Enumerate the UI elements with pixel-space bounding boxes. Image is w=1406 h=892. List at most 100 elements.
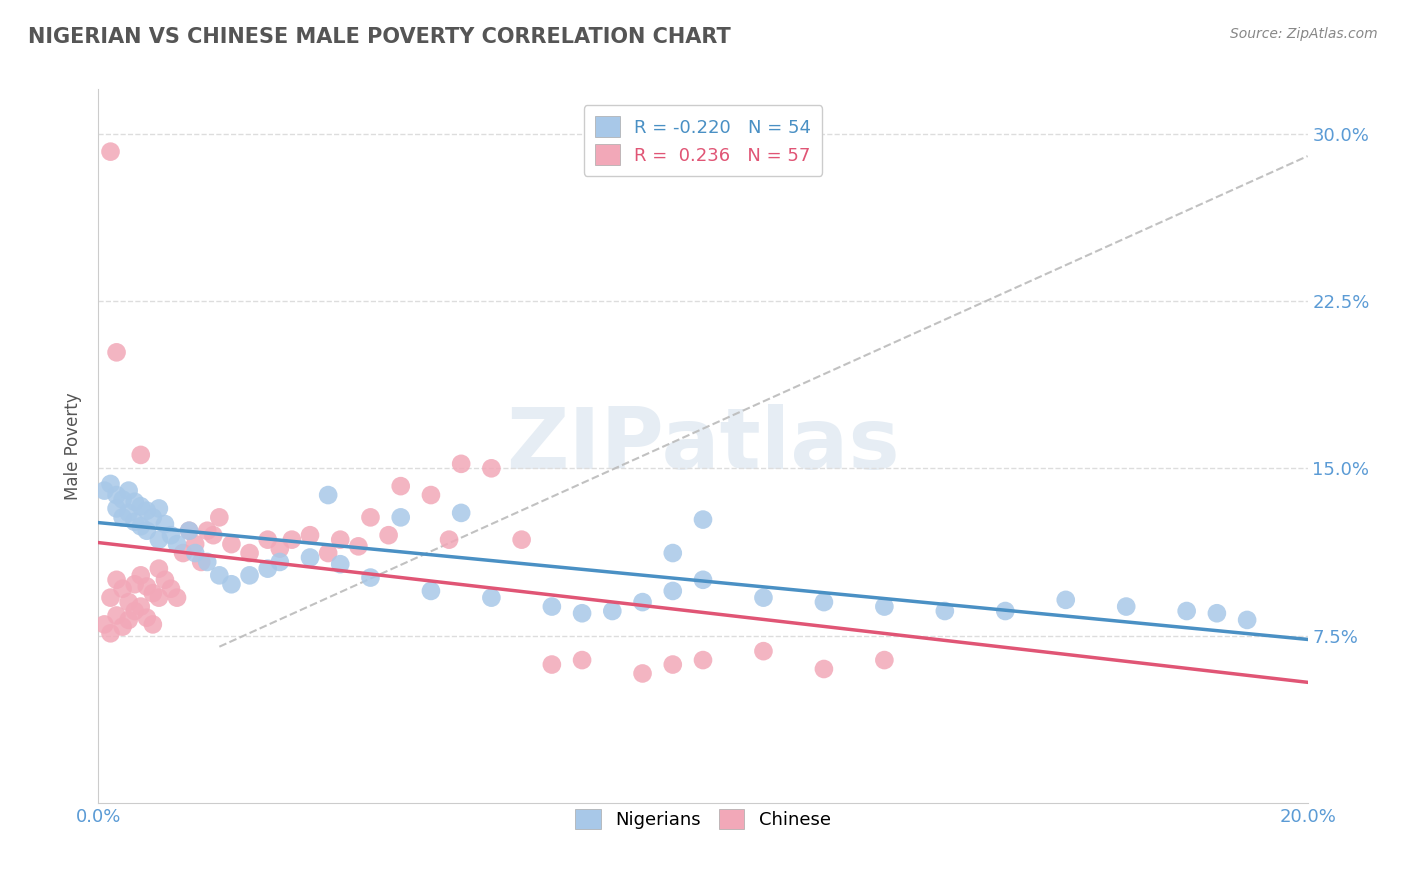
Point bbox=[93, 617, 115, 632]
Point bbox=[481, 461, 503, 475]
Point bbox=[190, 555, 212, 569]
Point bbox=[420, 488, 443, 502]
Point bbox=[239, 568, 262, 582]
Point bbox=[281, 533, 304, 547]
Point bbox=[437, 533, 460, 547]
Point bbox=[602, 604, 624, 618]
Point bbox=[1206, 607, 1229, 621]
Point bbox=[142, 617, 165, 632]
Point bbox=[184, 546, 207, 560]
Point bbox=[450, 457, 472, 471]
Point bbox=[692, 512, 714, 526]
Point bbox=[571, 607, 593, 621]
Point bbox=[481, 591, 503, 605]
Point bbox=[160, 528, 183, 542]
Point bbox=[389, 510, 412, 524]
Point bbox=[100, 591, 122, 605]
Point bbox=[135, 524, 157, 538]
Point bbox=[347, 539, 370, 553]
Point bbox=[118, 595, 141, 609]
Point bbox=[208, 510, 231, 524]
Point bbox=[934, 604, 956, 618]
Point bbox=[692, 573, 714, 587]
Point bbox=[111, 510, 134, 524]
Point bbox=[148, 591, 170, 605]
Point bbox=[571, 653, 593, 667]
Point bbox=[661, 583, 683, 598]
Point bbox=[692, 653, 714, 667]
Point bbox=[135, 610, 157, 624]
Point bbox=[221, 577, 243, 591]
Point bbox=[316, 546, 339, 560]
Point bbox=[111, 582, 134, 596]
Point bbox=[1175, 604, 1198, 618]
Point bbox=[100, 145, 122, 159]
Point bbox=[813, 595, 835, 609]
Point bbox=[148, 533, 170, 547]
Point bbox=[135, 503, 157, 517]
Point bbox=[100, 476, 122, 491]
Point bbox=[360, 510, 382, 524]
Point bbox=[256, 533, 278, 547]
Point bbox=[195, 555, 218, 569]
Point bbox=[873, 653, 896, 667]
Point bbox=[195, 524, 218, 538]
Point bbox=[166, 537, 188, 551]
Point bbox=[111, 619, 134, 633]
Point bbox=[1236, 613, 1258, 627]
Text: Source: ZipAtlas.com: Source: ZipAtlas.com bbox=[1230, 27, 1378, 41]
Point bbox=[153, 573, 176, 587]
Point bbox=[105, 608, 128, 623]
Point bbox=[93, 483, 115, 498]
Point bbox=[148, 501, 170, 516]
Point bbox=[129, 599, 152, 614]
Point bbox=[129, 499, 152, 513]
Point bbox=[202, 528, 225, 542]
Point bbox=[124, 515, 146, 529]
Point bbox=[329, 557, 352, 572]
Point bbox=[269, 541, 291, 556]
Point bbox=[752, 644, 775, 658]
Point bbox=[118, 613, 141, 627]
Point bbox=[510, 533, 533, 547]
Point bbox=[813, 662, 835, 676]
Point bbox=[124, 604, 146, 618]
Point bbox=[118, 506, 141, 520]
Point bbox=[129, 519, 152, 533]
Point bbox=[105, 345, 128, 359]
Point bbox=[540, 657, 562, 672]
Point bbox=[299, 528, 322, 542]
Point bbox=[269, 555, 291, 569]
Point bbox=[124, 494, 146, 508]
Point bbox=[631, 595, 654, 609]
Point bbox=[135, 580, 157, 594]
Point bbox=[221, 537, 243, 551]
Point bbox=[377, 528, 399, 542]
Text: NIGERIAN VS CHINESE MALE POVERTY CORRELATION CHART: NIGERIAN VS CHINESE MALE POVERTY CORRELA… bbox=[28, 27, 731, 46]
Point bbox=[256, 562, 278, 576]
Y-axis label: Male Poverty: Male Poverty bbox=[65, 392, 83, 500]
Point bbox=[105, 573, 128, 587]
Point bbox=[389, 479, 412, 493]
Point bbox=[142, 510, 165, 524]
Point bbox=[148, 562, 170, 576]
Point bbox=[752, 591, 775, 605]
Point bbox=[1115, 599, 1137, 614]
Point bbox=[208, 568, 231, 582]
Point bbox=[166, 591, 188, 605]
Point bbox=[184, 537, 207, 551]
Point bbox=[118, 483, 141, 498]
Point bbox=[179, 524, 201, 538]
Point bbox=[142, 586, 165, 600]
Point bbox=[299, 550, 322, 565]
Point bbox=[540, 599, 562, 614]
Point bbox=[179, 524, 201, 538]
Point bbox=[153, 516, 176, 531]
Point bbox=[360, 571, 382, 585]
Point bbox=[105, 501, 128, 516]
Point bbox=[329, 533, 352, 547]
Legend: Nigerians, Chinese: Nigerians, Chinese bbox=[568, 801, 838, 837]
Point bbox=[316, 488, 339, 502]
Point bbox=[100, 626, 122, 640]
Point bbox=[994, 604, 1017, 618]
